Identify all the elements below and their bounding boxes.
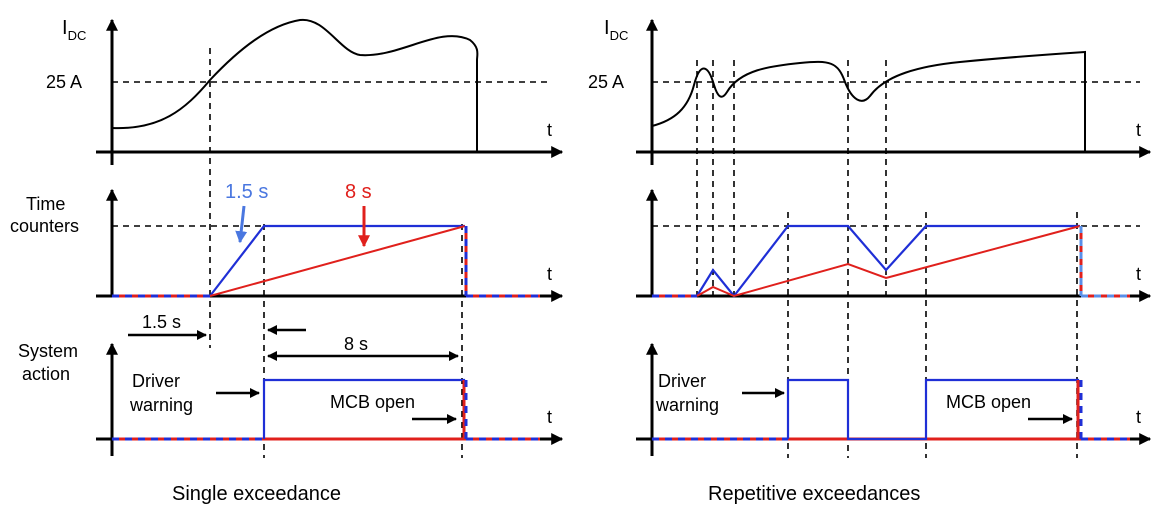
left-action-plot: System action t Driver warning MCB open	[18, 341, 564, 456]
right-counter-t-label: t	[1136, 264, 1141, 284]
right-idc-label: IDC	[604, 17, 628, 43]
left-counters-label-2: counters	[10, 216, 79, 236]
right-current-t-label: t	[1136, 120, 1141, 140]
left-threshold-label: 25 A	[46, 72, 82, 92]
left-driver-label-2: warning	[129, 395, 193, 415]
left-current-plot: IDC t 25 A	[46, 17, 564, 165]
right-action-plot: t Driver warning MCB open	[636, 342, 1152, 456]
right-caption: Repetitive exceedances	[708, 483, 920, 505]
left-counters-label-1: Time	[26, 194, 65, 214]
left-span-2-label: 8 s	[344, 334, 368, 354]
right-current-curve	[651, 50, 1086, 152]
left-blue-counter	[209, 224, 465, 297]
right-driver-warning-pulses	[786, 378, 1080, 441]
left-idc-label: IDC	[62, 17, 86, 43]
left-panel: IDC t 25 A Time counters t	[10, 17, 564, 505]
left-action-label-1: System	[18, 341, 78, 361]
right-panel: IDC t 25 A t	[588, 17, 1152, 505]
left-red-counter	[209, 225, 466, 297]
left-caption: Single exceedance	[172, 483, 341, 505]
right-red-counter	[696, 225, 1081, 298]
left-current-t-label: t	[547, 120, 552, 140]
left-counter-t-label: t	[547, 264, 552, 284]
left-action-label-2: action	[22, 364, 70, 384]
right-mcb-label: MCB open	[946, 392, 1031, 412]
right-blue-counter	[696, 224, 1080, 298]
left-counter-plot: Time counters t 1.5 s 8 s	[10, 181, 564, 302]
left-blue-time-label: 1.5 s	[225, 181, 268, 203]
right-action-t-label: t	[1136, 407, 1141, 427]
left-red-time-label: 8 s	[345, 181, 372, 203]
left-span-1-label: 1.5 s	[142, 312, 181, 332]
right-current-plot: IDC t 25 A	[588, 17, 1152, 165]
right-threshold-label: 25 A	[588, 72, 624, 92]
left-action-t-label: t	[547, 407, 552, 427]
left-driver-label-1: Driver	[132, 371, 180, 391]
left-current-curve	[111, 18, 479, 152]
right-counter-plot: t	[636, 188, 1152, 302]
right-driver-label-2: warning	[655, 395, 719, 415]
right-driver-label-1: Driver	[658, 371, 706, 391]
left-mcb-label: MCB open	[330, 392, 415, 412]
left-blue-time-arrow	[235, 205, 248, 244]
